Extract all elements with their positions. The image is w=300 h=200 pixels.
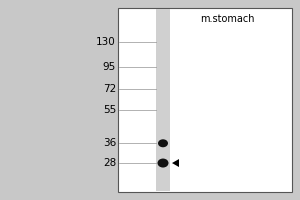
Polygon shape — [172, 159, 179, 167]
Text: 95: 95 — [103, 62, 116, 72]
Text: 36: 36 — [103, 138, 116, 148]
Ellipse shape — [158, 139, 168, 147]
Text: 28: 28 — [103, 158, 116, 168]
Text: m.stomach: m.stomach — [200, 14, 255, 24]
Text: 130: 130 — [96, 37, 116, 47]
Ellipse shape — [158, 159, 169, 168]
Text: 55: 55 — [103, 105, 116, 115]
Text: 72: 72 — [103, 84, 116, 94]
Bar — [118, 8, 292, 192]
Bar — [156, 9, 170, 191]
